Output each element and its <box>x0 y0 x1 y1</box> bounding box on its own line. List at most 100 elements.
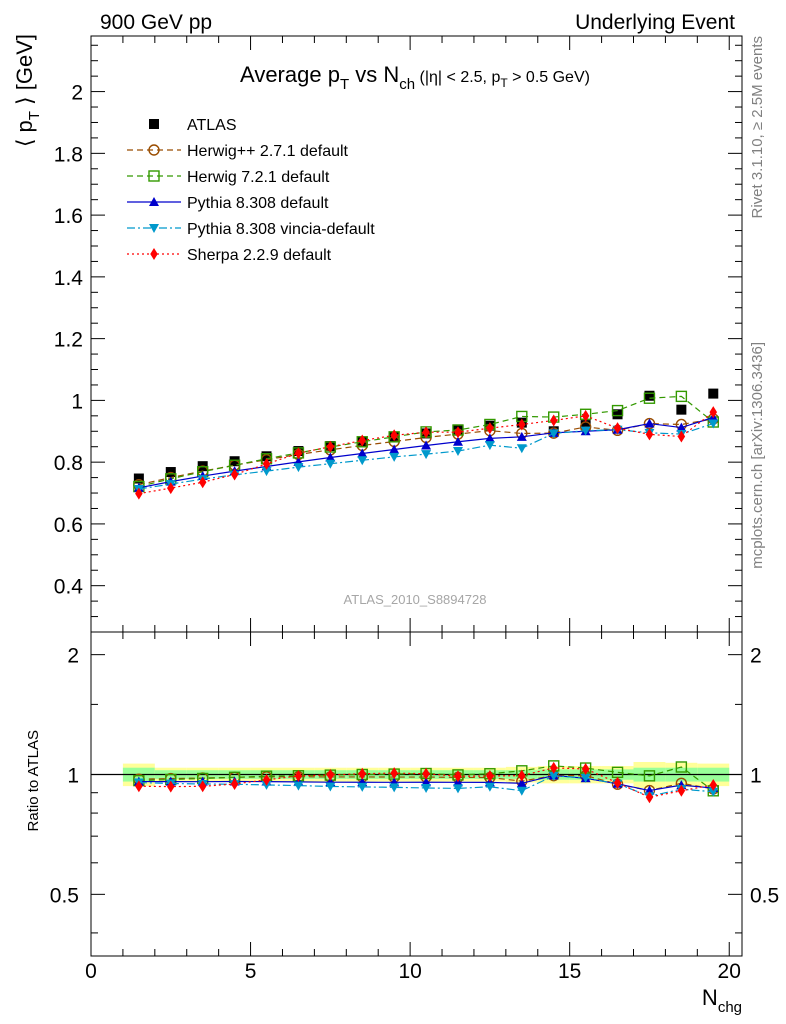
legend-item: Sherpa 2.2.9 default <box>127 247 332 264</box>
ratio-point <box>454 770 462 783</box>
main-series <box>133 388 719 500</box>
data-point <box>293 463 304 473</box>
analysis-id: ATLAS_2010_S8894728 <box>344 592 487 607</box>
y-tick-label: 1.2 <box>54 329 83 352</box>
legend-marker <box>150 248 158 260</box>
y-tick-label: 1.6 <box>54 205 83 228</box>
ratio-point <box>484 782 495 792</box>
ratio-point <box>167 780 175 793</box>
y-tick-label: 0.8 <box>54 452 83 475</box>
process-label: Underlying Event <box>575 11 735 34</box>
ratio-point <box>709 778 718 791</box>
ratio-point <box>421 783 432 793</box>
data-point <box>708 419 719 429</box>
data-point <box>580 426 591 436</box>
ratio-point <box>293 781 304 791</box>
energy-label: 900 GeV pp <box>100 11 212 34</box>
ratio-series-sherpa-2-2-9-default <box>135 761 718 804</box>
legend-label: Pythia 8.308 vincia-default <box>187 221 375 238</box>
y-tick-label: 0.4 <box>54 576 84 599</box>
data-point <box>708 388 719 399</box>
ratio-point <box>645 791 654 804</box>
data-point <box>612 409 623 420</box>
legend-label: Herwig 7.2.1 default <box>187 169 330 186</box>
legend-item: Pythia 8.308 default <box>127 195 329 212</box>
data-point <box>644 390 655 401</box>
ratio-point <box>675 761 688 773</box>
data-point <box>325 459 336 469</box>
ratio-point <box>677 784 686 797</box>
legend-item: Herwig 7.2.1 default <box>127 169 330 186</box>
data-point <box>262 458 271 471</box>
ratio-point <box>357 782 368 792</box>
ratio-point <box>518 769 526 782</box>
ratio-point <box>643 770 656 782</box>
legend-marker <box>149 197 159 206</box>
ratio-point <box>421 777 432 787</box>
legend-item: ATLAS <box>149 117 237 134</box>
ratio-axes: 0.5 0.5 1 1 2 2 <box>50 632 779 956</box>
ratio-y-axis-label: Ratio to ATLAS <box>25 730 42 831</box>
data-point <box>677 430 686 443</box>
y-tick-label: 0.6 <box>54 514 83 537</box>
data-point <box>135 487 143 500</box>
data-point <box>611 404 624 417</box>
chart-title: Average pT vs Nch (|η| < 2.5, pT > 0.5 G… <box>240 62 590 93</box>
ratio-point <box>390 767 398 780</box>
y-tick-label: 2 <box>71 82 83 105</box>
data-point <box>198 476 207 489</box>
data-point <box>452 436 463 446</box>
data-point <box>548 429 559 439</box>
series-sherpa-2-2-9-default <box>135 406 718 500</box>
ratio-point <box>549 761 558 774</box>
data-point <box>133 473 144 484</box>
ratio-point <box>326 768 335 781</box>
x-axis-label: Nchg <box>702 985 742 1016</box>
ratio-y-tick-label-right: 1 <box>750 764 762 787</box>
ratio-point <box>262 773 271 786</box>
data-point <box>167 482 175 495</box>
data-point <box>709 406 718 419</box>
data-point <box>644 418 655 428</box>
data-point <box>261 451 272 462</box>
legend-marker <box>148 144 160 156</box>
data-point <box>486 422 494 435</box>
y-axis-label: ⟨ pT ⟩ [GeV] <box>12 34 43 147</box>
ratio-point <box>580 773 591 783</box>
ratio-y-tick-label: 0.5 <box>50 884 79 907</box>
data-point <box>294 447 303 460</box>
data-point <box>452 447 463 457</box>
data-point <box>358 434 366 447</box>
ratio-point <box>516 778 527 788</box>
ratio-point <box>294 769 303 782</box>
data-point <box>549 414 558 427</box>
main-axes: 0.4 0.6 0.8 1 1.2 1.4 1.6 1.8 2 <box>54 36 742 632</box>
data-point <box>484 433 495 443</box>
data-point <box>229 456 240 467</box>
data-point <box>643 392 656 404</box>
data-point <box>676 404 687 415</box>
data-point <box>516 444 527 454</box>
x-tick-label: 20 <box>718 960 741 983</box>
data-point <box>422 426 430 439</box>
rivet-label: Rivet 3.1.10, ≥ 2.5M events <box>749 36 766 219</box>
legend-item: Herwig++ 2.7.1 default <box>127 143 349 160</box>
ratio-panel: 0.5 0.5 1 1 2 2 Ratio to ATLAS <box>25 631 779 957</box>
data-point <box>325 452 336 462</box>
ratio-y-tick-label: 2 <box>67 645 79 668</box>
ratio-point <box>230 778 239 791</box>
ratio-point <box>581 762 590 775</box>
y-tick-label: 1.8 <box>54 143 83 166</box>
data-point <box>676 422 687 432</box>
ratio-frame <box>90 631 743 957</box>
data-point <box>357 456 368 466</box>
legend: ATLAS Herwig++ 2.7.1 default Herwig 7.2.1 … <box>127 117 375 264</box>
legend-label: Herwig++ 2.7.1 default <box>187 143 349 160</box>
data-point <box>389 452 400 462</box>
legend-label: ATLAS <box>187 117 237 134</box>
x-tick-label: 0 <box>85 960 97 983</box>
ratio-series <box>133 760 719 804</box>
mcplots-label: mcplots.cern.ch [arXiv:1306.3436] <box>749 342 766 569</box>
legend-marker <box>149 224 159 233</box>
data-point <box>261 467 272 477</box>
